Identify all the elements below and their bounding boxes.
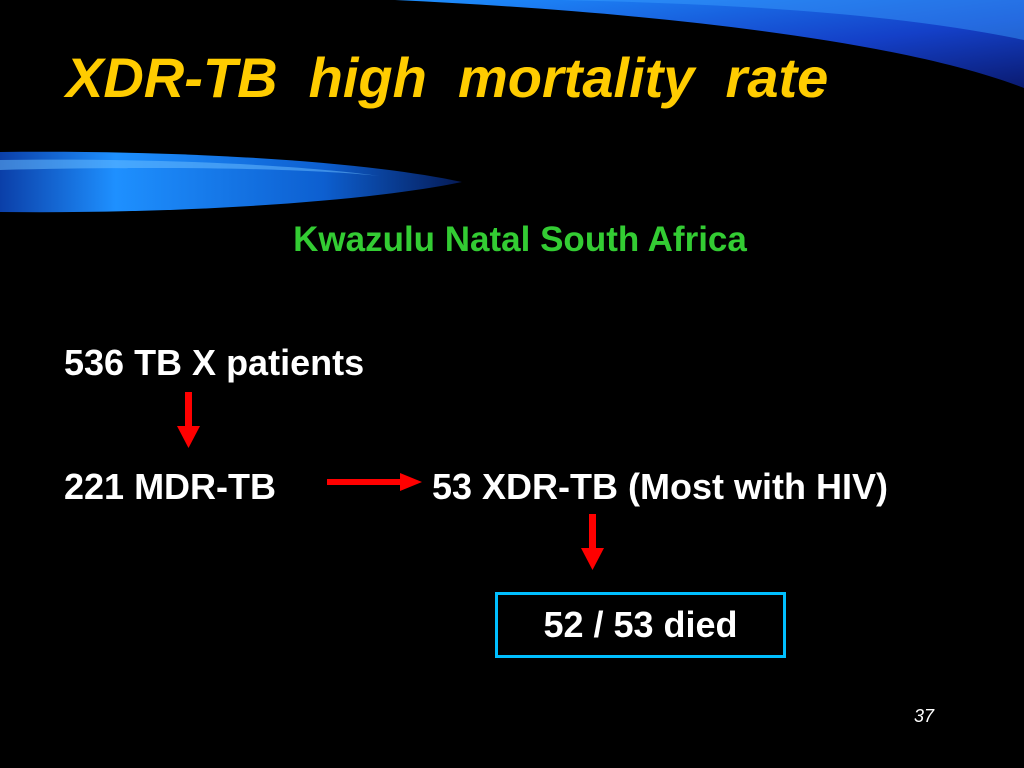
left-swoosh-highlight (0, 159, 380, 176)
node-died-box: 52 / 53 died (495, 592, 786, 658)
node-patients: 536 TB X patients (64, 342, 365, 383)
top-right-swoosh-highlight (560, 0, 1024, 40)
node-mdr-tb: 221 MDR-TB (64, 466, 277, 507)
page-number: 37 (914, 706, 935, 726)
arrow-patients-to-mdr (177, 392, 200, 448)
arrow-mdr-to-xdr (327, 473, 422, 491)
node-died-label: 52 / 53 died (543, 604, 738, 645)
slide-subtitle: Kwazulu Natal South Africa (293, 220, 747, 259)
arrow-xdr-to-died (581, 514, 604, 570)
slide-title: XDR-TB high mortality rate (66, 46, 829, 109)
top-right-swoosh (395, 0, 1024, 88)
node-xdr-tb: 53 XDR-TB (Most with HIV) (432, 466, 888, 507)
